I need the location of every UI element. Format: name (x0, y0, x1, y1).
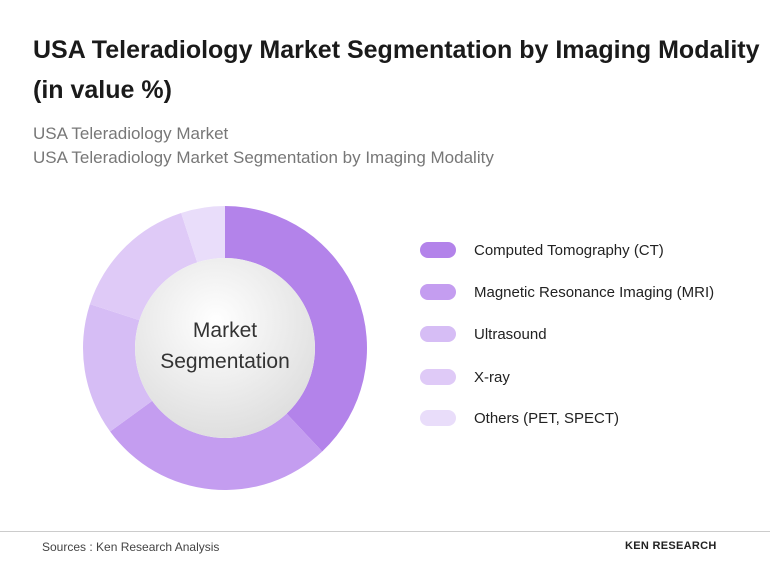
legend-swatch (420, 242, 456, 258)
center-label-box: Market Segmentation (160, 319, 290, 373)
donut-segment (110, 400, 323, 490)
subtitle: USA Teleradiology Market (33, 124, 229, 143)
source: Sources : Ken Research Analysis (42, 540, 220, 554)
legend-label: X-ray (474, 369, 510, 386)
brand: KEN RESEARCH (625, 540, 717, 552)
legend-label: Others (PET, SPECT) (474, 410, 619, 427)
donut-segment (225, 206, 367, 452)
legend-swatch (420, 410, 456, 426)
donut-segment (82, 304, 153, 432)
legend-swatch (420, 284, 456, 300)
legend-label: Magnetic Resonance Imaging (MRI) (474, 284, 714, 301)
legend-label: Computed Tomography (CT) (474, 242, 664, 259)
donut-segment (181, 206, 225, 263)
center-disc (135, 258, 315, 438)
divider (0, 531, 770, 532)
center-label: Market Segmentation (160, 319, 290, 373)
subtitle: USA Teleradiology Market Segmentation by… (33, 148, 494, 167)
chart: Market Segmentation Computed Tomography … (82, 206, 714, 490)
chart-title: USA Teleradiology Market Segmentation by… (33, 36, 760, 104)
donut-segment (89, 212, 198, 321)
legend-label: Ultrasound (474, 326, 547, 343)
legend-swatch (420, 369, 456, 385)
legend-swatch (420, 326, 456, 342)
